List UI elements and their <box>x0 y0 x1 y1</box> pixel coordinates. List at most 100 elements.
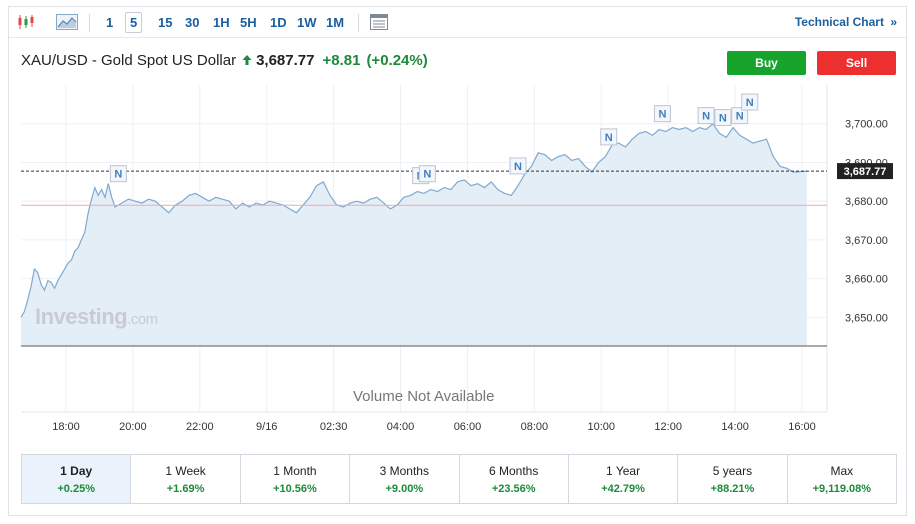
y-tick-label: 3,660.00 <box>845 274 888 286</box>
news-marker[interactable]: N <box>418 165 436 183</box>
arrow-up-icon <box>242 55 252 65</box>
news-marker-box <box>509 157 527 175</box>
news-marker[interactable]: N <box>714 109 732 127</box>
news-marker[interactable]: N <box>731 107 749 125</box>
x-tick-label: 06:00 <box>454 421 482 433</box>
performance-label: Max <box>830 463 854 478</box>
last-price: 3,687.77 <box>256 51 315 69</box>
performance-label: 6 Months <box>489 463 539 478</box>
buy-button[interactable]: Buy <box>727 51 806 75</box>
performance-value: +23.56% <box>491 482 536 495</box>
news-marker-label: N <box>719 113 727 125</box>
performance-periods: 1 Day +0.25% 1 Week +1.69% 1 Month +10.56% 3 M… <box>21 454 897 504</box>
news-marker[interactable]: N <box>600 128 618 146</box>
watermark-suffix: .com <box>127 311 158 328</box>
news-marker-label: N <box>114 169 122 181</box>
news-marker[interactable]: N <box>697 107 715 125</box>
performance-value: +9.00% <box>385 482 424 495</box>
period-15[interactable]: 15 <box>158 15 173 30</box>
performance-period-1-week[interactable]: 1 Week +1.69% <box>131 455 241 503</box>
news-marker-box <box>697 107 715 125</box>
news-marker[interactable]: N <box>653 105 671 123</box>
period-1d[interactable]: 1D <box>270 15 287 30</box>
news-marker-label: N <box>746 97 754 109</box>
news-marker-box <box>741 93 759 111</box>
area-chart-icon[interactable] <box>55 13 79 31</box>
current-price-label: 3,687.77 <box>844 166 887 178</box>
candlestick-icon[interactable] <box>15 13 37 31</box>
sell-button[interactable]: Sell <box>817 51 896 75</box>
news-marker[interactable]: N <box>741 93 759 111</box>
instrument-header: XAU/USD - Gold Spot US Dollar 3,687.77 +… <box>21 50 428 70</box>
x-tick-label: 12:00 <box>654 421 682 433</box>
watermark-brand: Investing <box>35 304 128 329</box>
x-tick-label: 16:00 <box>788 421 816 433</box>
period-5h[interactable]: 5H <box>240 15 257 30</box>
performance-value: +42.79% <box>601 482 645 495</box>
performance-label: 1 Year <box>606 463 641 478</box>
price-area-fill <box>21 123 807 346</box>
news-marker-label: N <box>423 169 431 181</box>
x-tick-label: 14:00 <box>721 421 749 433</box>
price-change-percent: (+0.24%) <box>366 51 428 69</box>
technical-chart-label: Technical Chart <box>794 15 884 29</box>
price-chart[interactable]: NNNNNNNNNN3,650.003,660.003,670.003,680.… <box>9 7 908 447</box>
x-tick-label: 08:00 <box>521 421 549 433</box>
news-marker-box <box>600 128 618 146</box>
performance-label: 3 Months <box>379 463 429 478</box>
chevron-right-icon: » <box>890 15 897 29</box>
period-1h[interactable]: 1H <box>213 15 230 30</box>
toolbar-divider <box>358 14 359 32</box>
news-marker-box <box>418 165 436 183</box>
investing-watermark: Investing.com <box>35 304 158 330</box>
performance-period-1-month[interactable]: 1 Month +10.56% <box>241 455 351 503</box>
period-1m[interactable]: 1M <box>326 15 345 30</box>
news-marker-label: N <box>605 132 613 144</box>
toolbar-divider <box>89 14 90 32</box>
performance-period-max[interactable]: Max +9,119.08% <box>788 455 896 503</box>
performance-label: 1 Month <box>273 463 317 478</box>
performance-label: 5 years <box>712 463 753 478</box>
performance-period-1-year[interactable]: 1 Year +42.79% <box>569 455 679 503</box>
news-marker-box <box>731 107 749 125</box>
y-tick-label: 3,650.00 <box>845 312 888 324</box>
technical-chart-link[interactable]: Technical Chart » <box>795 15 897 29</box>
x-tick-label: 04:00 <box>387 421 415 433</box>
news-marker[interactable]: N <box>509 157 527 175</box>
news-marker-label: N <box>702 111 710 123</box>
performance-value: +0.25% <box>57 482 95 495</box>
news-marker[interactable]: N <box>109 165 127 183</box>
x-tick-label: 22:00 <box>186 421 214 433</box>
period-5[interactable]: 5 <box>125 12 143 33</box>
news-marker-box <box>714 109 732 127</box>
performance-value: +1.69% <box>166 482 205 495</box>
period-30[interactable]: 30 <box>185 15 200 30</box>
x-tick-label: 9/16 <box>256 421 277 433</box>
y-tick-label: 3,700.00 <box>845 119 888 131</box>
price-change: +8.81 <box>322 51 361 69</box>
x-tick-label: 20:00 <box>119 421 147 433</box>
y-tick-label: 3,680.00 <box>845 196 888 208</box>
x-tick-label: 10:00 <box>588 421 616 433</box>
x-tick-label: 18:00 <box>52 421 80 433</box>
performance-period-6-months[interactable]: 6 Months +23.56% <box>460 455 569 503</box>
period-1[interactable]: 1 <box>106 15 114 30</box>
news-marker-box <box>109 165 127 183</box>
price-line <box>20 122 807 318</box>
current-price-box <box>837 163 893 180</box>
volume-not-available: Volume Not Available <box>353 388 495 405</box>
performance-period-1-day[interactable]: 1 Day +0.25% <box>22 455 132 503</box>
news-marker-box <box>653 105 671 123</box>
instrument-name: XAU/USD - Gold Spot US Dollar <box>21 51 237 69</box>
period-1w[interactable]: 1W <box>297 15 317 30</box>
performance-label: 1 Day <box>60 463 93 478</box>
performance-value: +9,119.08% <box>812 482 872 495</box>
news-marker-label: N <box>514 161 522 173</box>
performance-period-3-months[interactable]: 3 Months +9.00% <box>350 455 460 503</box>
y-tick-label: 3,670.00 <box>845 235 888 247</box>
performance-period-5-years[interactable]: 5 years +88.21% <box>678 455 788 503</box>
x-tick-label: 02:30 <box>320 421 348 433</box>
performance-value: +88.21% <box>710 482 755 495</box>
table-icon[interactable] <box>368 13 390 31</box>
news-marker-label: N <box>658 109 666 121</box>
